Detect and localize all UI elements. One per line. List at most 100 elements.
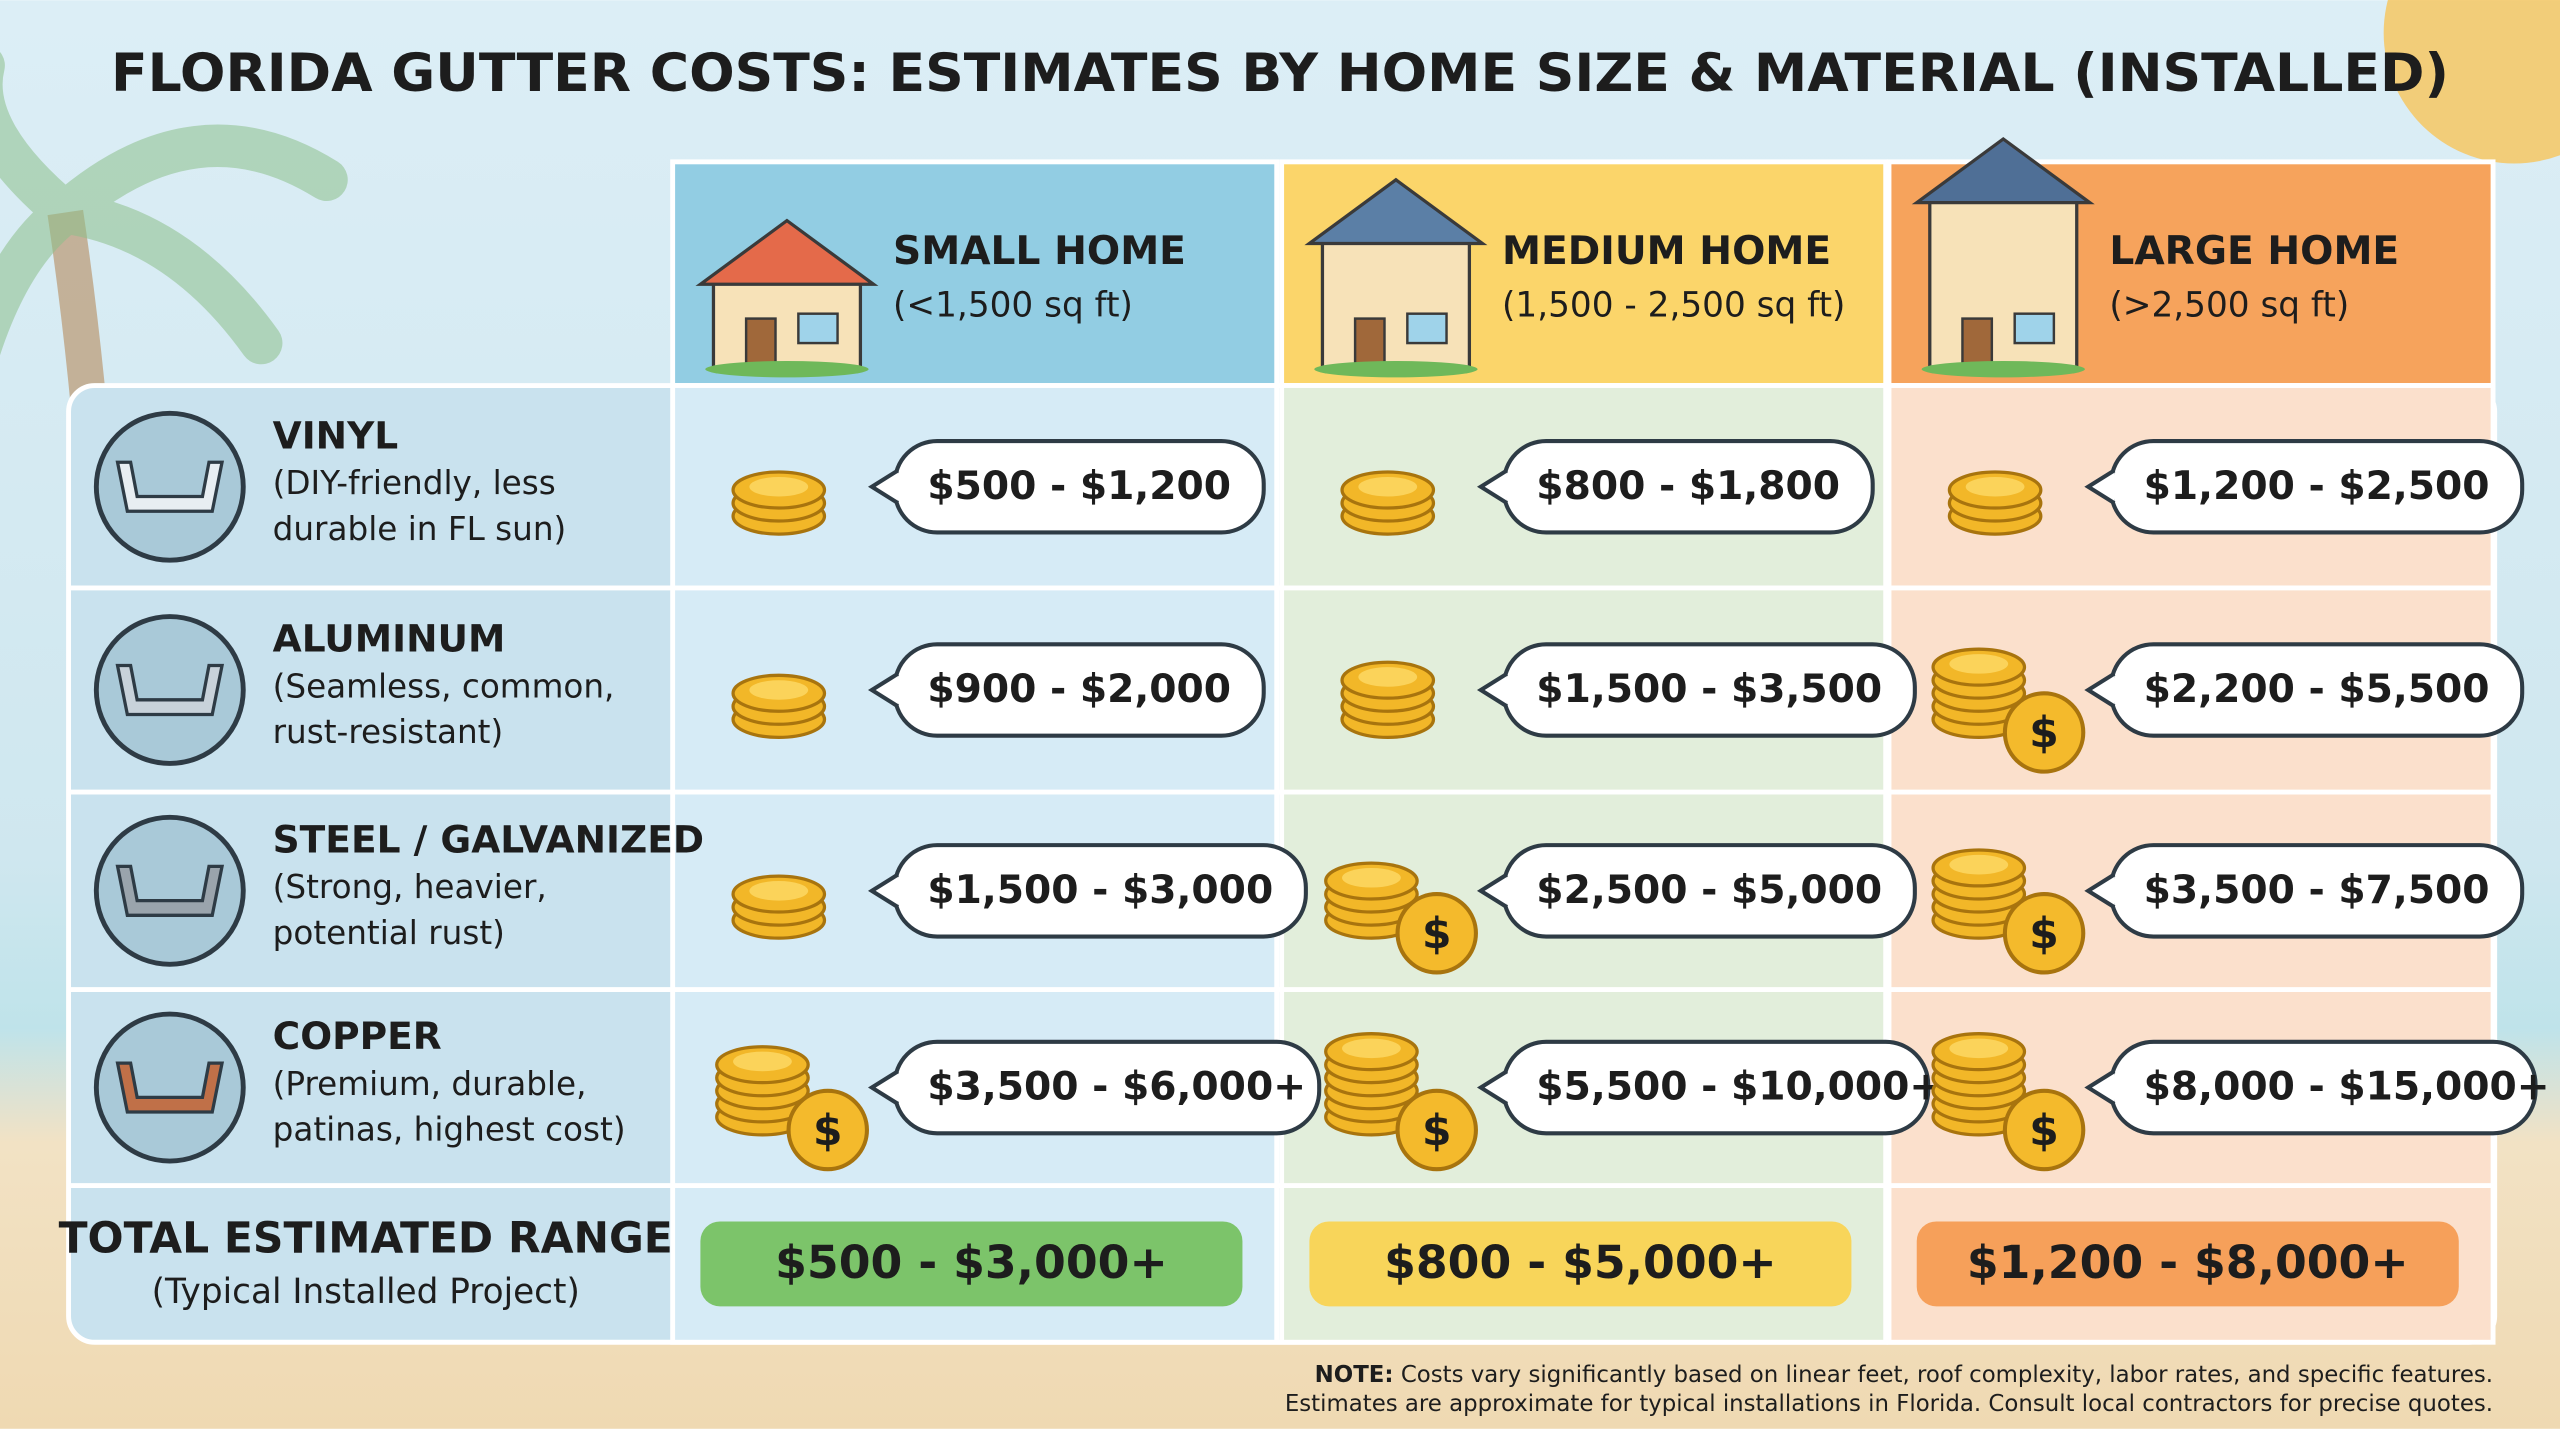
- bubble-tail: [2084, 872, 2116, 909]
- column-size: (<1,500 sq ft): [893, 286, 1133, 326]
- coin-top: [1949, 854, 2009, 875]
- gutter-icon: [115, 460, 225, 513]
- coin-top: [1358, 667, 1418, 687]
- total-value: $500 - $3,000+: [775, 1236, 1168, 1289]
- coin-top: [749, 476, 809, 497]
- house-roof: [1304, 177, 1488, 246]
- dollar-sign: $: [2029, 709, 2059, 758]
- table: SMALL HOME (<1,500 sq ft) MEDIUM HOME (1,50…: [59, 136, 2550, 1345]
- total-sublabel: (Typical Installed Project): [152, 1272, 580, 1312]
- bubble-tail: [867, 1069, 900, 1106]
- dollar-sign: $: [2029, 910, 2059, 959]
- bubble-tail: [2084, 468, 2116, 505]
- gutter-icon-bg: [93, 814, 246, 967]
- bubble-tail: [867, 468, 900, 505]
- column-title: LARGE HOME: [2109, 229, 2399, 274]
- house-window: [797, 312, 839, 345]
- coin-top: [1965, 476, 2025, 497]
- price: $2,200 - $5,500: [2144, 667, 2490, 712]
- dollar-coin: [1395, 892, 1478, 975]
- bush: [1314, 361, 1478, 378]
- bubble-tail: [1476, 468, 1509, 505]
- house-roof: [695, 218, 879, 286]
- note-line: NOTE: Costs vary significantly based on …: [1315, 1361, 2493, 1387]
- bush: [705, 361, 869, 378]
- note-text: Costs vary significantly based on linear…: [1401, 1361, 2493, 1387]
- coin-top: [733, 1051, 792, 1072]
- price: $500 - $1,200: [927, 464, 1231, 509]
- material-name: VINYL: [273, 413, 399, 457]
- material-description: (Seamless, common,: [273, 667, 615, 705]
- price: $1,200 - $2,500: [2144, 464, 2490, 509]
- house-door: [744, 317, 777, 369]
- material-description: (Strong, heavier,: [273, 868, 547, 906]
- bubble-tail: [867, 671, 900, 709]
- coin-top: [749, 680, 809, 700]
- house-roof: [1911, 136, 2095, 205]
- price: $8,000 - $15,000+: [2144, 1065, 2550, 1110]
- gutter-icon: [115, 1061, 225, 1114]
- dollar-coin: [786, 1088, 869, 1172]
- dollar-sign: $: [1422, 910, 1452, 959]
- note-label: NOTE:: [1315, 1361, 1394, 1387]
- bubble-tail: [2084, 671, 2116, 709]
- dollar-coin: [2002, 892, 2086, 975]
- coin-top: [1358, 476, 1418, 497]
- dollar-sign: $: [1422, 1107, 1452, 1156]
- bubble-tail: [2084, 1069, 2116, 1106]
- material-description: (DIY-friendly, less: [273, 464, 556, 502]
- coin-top: [1949, 1038, 2009, 1059]
- total-pill: [700, 1221, 1243, 1307]
- material-name: COPPER: [273, 1014, 442, 1058]
- price: $5,500 - $10,000+: [1536, 1065, 1942, 1110]
- dollar-sign: $: [813, 1107, 843, 1156]
- title: FLORIDA GUTTER COSTS: ESTIMATES BY HOME …: [111, 44, 2449, 104]
- column-size: (>2,500 sq ft): [2109, 286, 2349, 326]
- total-value: $800 - $5,000+: [1384, 1236, 1777, 1289]
- total-pill: [1309, 1221, 1852, 1307]
- note-line: Estimates are approximate for typical in…: [1285, 1391, 2493, 1417]
- gutter-icon: [115, 663, 225, 717]
- price: $3,500 - $6,000+: [927, 1065, 1306, 1110]
- bush: [1921, 361, 2085, 378]
- coin-top: [1342, 1038, 1401, 1059]
- gutter-icon: [115, 864, 225, 917]
- material-description: patinas, highest cost): [273, 1111, 626, 1149]
- house-window: [2013, 312, 2056, 345]
- house-door: [1353, 317, 1386, 369]
- column-title: SMALL HOME: [893, 229, 1186, 274]
- palm-leaves: [0, 52, 348, 365]
- dollar-coin: [1395, 1088, 1478, 1172]
- gutter-icon-bg: [93, 1011, 246, 1164]
- price: $1,500 - $3,500: [1536, 667, 1882, 712]
- price: $900 - $2,000: [927, 667, 1231, 712]
- price: $3,500 - $7,500: [2144, 868, 2490, 913]
- house-body: [711, 276, 863, 370]
- bubble-tail: [1476, 872, 1509, 909]
- dollar-coin: [2002, 691, 2086, 774]
- house-window: [1406, 312, 1448, 345]
- gutter-icon-bg: [93, 614, 246, 766]
- bubble-tail: [1476, 671, 1509, 709]
- total-label: TOTAL ESTIMATED RANGE: [59, 1215, 673, 1264]
- price: $800 - $1,800: [1536, 464, 1840, 509]
- material-name: STEEL / GALVANIZED: [273, 817, 704, 861]
- column-size: (1,500 - 2,500 sq ft): [1502, 286, 1845, 326]
- price: $1,500 - $3,000: [927, 868, 1273, 913]
- coin-top: [1342, 867, 1401, 888]
- house-body: [1320, 235, 1472, 370]
- bubble-tail: [1476, 1069, 1509, 1106]
- material-description: durable in FL sun): [273, 510, 567, 548]
- material-description: potential rust): [273, 914, 505, 952]
- total-pill: [1916, 1221, 2459, 1307]
- coin-top: [749, 881, 809, 901]
- bubble-tail: [867, 872, 900, 909]
- total-value: $1,200 - $8,000+: [1967, 1236, 2409, 1289]
- gutter-icon-bg: [93, 410, 246, 563]
- material-description: rust-resistant): [273, 713, 504, 751]
- price: $2,500 - $5,000: [1536, 868, 1882, 913]
- dollar-coin: [2002, 1088, 2086, 1172]
- material-description: (Premium, durable,: [273, 1065, 587, 1103]
- house-door: [1961, 317, 1994, 369]
